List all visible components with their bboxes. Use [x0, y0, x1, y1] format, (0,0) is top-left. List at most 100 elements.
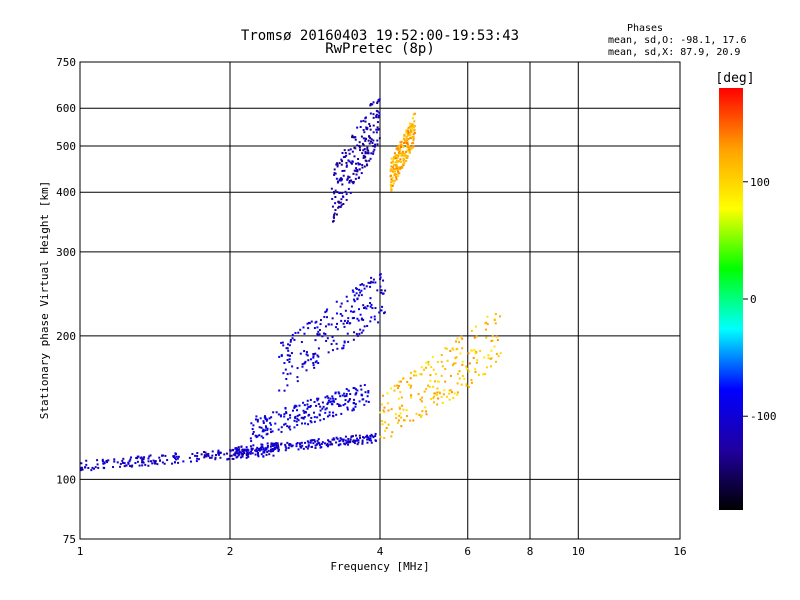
data-point: [392, 157, 395, 160]
data-point: [368, 135, 371, 138]
data-point: [312, 364, 315, 367]
data-point: [483, 356, 486, 359]
data-point: [414, 371, 417, 374]
data-point: [440, 354, 443, 357]
data-point: [395, 159, 398, 162]
data-point: [389, 181, 392, 184]
data-point: [303, 411, 306, 414]
data-point: [389, 175, 392, 178]
data-point: [461, 337, 464, 340]
data-point: [405, 131, 408, 134]
data-point: [356, 168, 359, 171]
data-point: [342, 156, 345, 159]
data-point: [435, 372, 438, 375]
data-point: [327, 351, 330, 354]
data-point: [363, 148, 366, 151]
data-point: [398, 406, 401, 409]
data-point: [316, 439, 319, 442]
data-point: [325, 310, 328, 313]
data-point: [103, 461, 106, 464]
data-point: [301, 422, 304, 425]
data-point: [312, 411, 315, 414]
data-point: [425, 410, 428, 413]
data-point: [347, 441, 350, 444]
data-point: [443, 389, 446, 392]
data-point: [296, 367, 299, 370]
data-point: [119, 462, 122, 465]
data-point: [378, 98, 381, 101]
data-point: [116, 461, 119, 464]
data-point: [297, 419, 300, 422]
data-point: [376, 121, 379, 124]
data-point: [400, 425, 403, 428]
data-point: [355, 332, 358, 335]
data-point: [349, 438, 352, 441]
data-point: [266, 418, 269, 421]
data-point: [372, 278, 375, 281]
data-point: [378, 111, 381, 114]
data-point: [280, 341, 283, 344]
data-point: [390, 178, 393, 181]
data-point: [318, 328, 321, 331]
data-point: [352, 439, 355, 442]
data-point: [461, 347, 464, 350]
data-point: [424, 406, 427, 409]
data-point: [266, 444, 269, 447]
data-point: [450, 391, 453, 394]
data-point: [138, 464, 141, 467]
data-point: [289, 372, 292, 375]
data-point: [406, 141, 409, 144]
data-point: [347, 340, 350, 343]
data-point: [272, 442, 275, 445]
data-point: [377, 321, 380, 324]
data-point: [269, 445, 272, 448]
data-point: [288, 344, 291, 347]
data-point: [340, 158, 343, 161]
data-point: [262, 422, 265, 425]
data-point: [262, 447, 265, 450]
data-point: [214, 458, 217, 461]
data-point: [356, 317, 359, 320]
data-point: [317, 330, 320, 333]
data-point: [372, 436, 375, 439]
data-point: [361, 166, 364, 169]
data-point: [343, 392, 346, 395]
data-point: [440, 360, 443, 363]
data-point: [461, 363, 464, 366]
data-point: [337, 180, 340, 183]
data-point: [352, 182, 355, 185]
data-point: [345, 154, 348, 157]
data-point: [272, 454, 275, 457]
data-point: [408, 125, 411, 128]
data-point: [338, 191, 341, 194]
data-point: [333, 172, 336, 175]
data-point: [371, 141, 374, 144]
data-point: [305, 369, 308, 372]
data-point: [390, 185, 393, 188]
data-point: [294, 404, 297, 407]
data-point: [468, 362, 471, 365]
data-point: [280, 354, 283, 357]
data-point: [335, 413, 338, 416]
data-point: [406, 137, 409, 140]
data-point: [307, 444, 310, 447]
data-point: [307, 414, 310, 417]
data-point: [338, 178, 341, 181]
data-point: [455, 356, 458, 359]
data-point: [366, 395, 369, 398]
data-point: [383, 311, 386, 314]
data-point: [85, 459, 88, 462]
data-point: [259, 417, 262, 420]
data-point: [107, 459, 110, 462]
data-point: [344, 443, 347, 446]
data-point: [411, 126, 414, 129]
data-point: [370, 441, 373, 444]
data-point: [205, 455, 208, 458]
data-point: [404, 140, 407, 143]
data-point: [329, 443, 332, 446]
data-point: [344, 155, 347, 158]
data-point: [405, 136, 408, 139]
data-point: [340, 198, 343, 201]
data-point: [289, 416, 292, 419]
data-point: [329, 401, 332, 404]
